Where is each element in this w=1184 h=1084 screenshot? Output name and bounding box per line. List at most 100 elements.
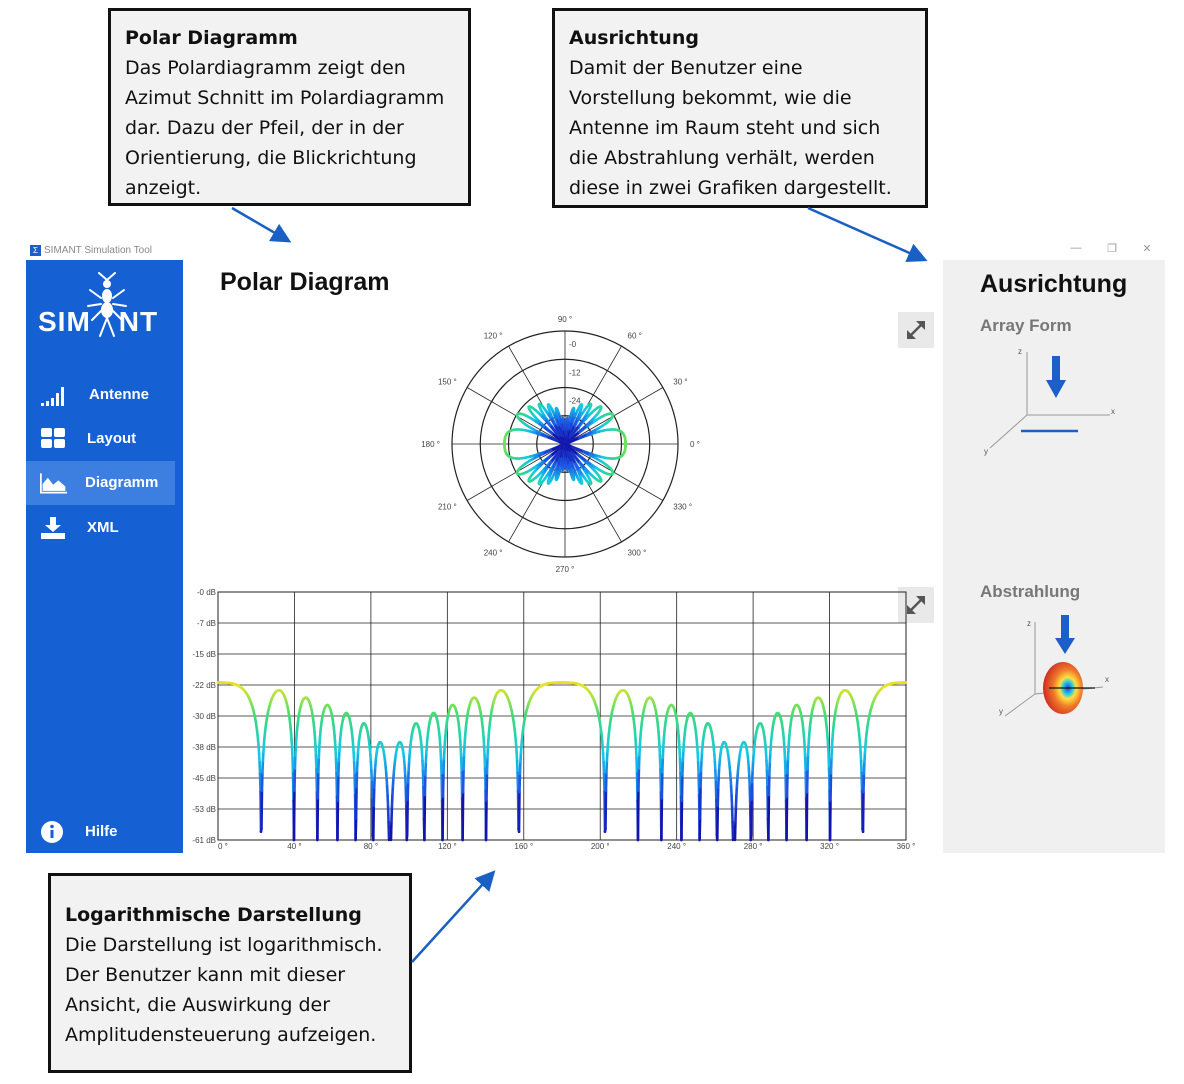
- polar-pattern-segment: [542, 425, 554, 435]
- polar-angle-label: 30 °: [673, 378, 687, 387]
- y-tick-label: -30 dB: [192, 712, 216, 721]
- page-title: Polar Diagram: [220, 268, 390, 296]
- ausrichtung-callout: Ausrichtung Damit der Benutzer eine Vors…: [552, 8, 928, 208]
- y-tick-label: -45 dB: [192, 774, 216, 783]
- polar-angle-label: 90 °: [558, 315, 572, 324]
- y-tick-label: -0 dB: [197, 588, 216, 597]
- polar-pattern-segment: [570, 445, 585, 453]
- area-chart-icon: [40, 473, 68, 494]
- expand-log-button[interactable]: [898, 587, 934, 623]
- log-callout-body: Die Darstellung ist logarithmisch. Der B…: [65, 934, 383, 1046]
- polar-pattern-segment: [577, 418, 585, 428]
- polar-pattern-segment: [567, 449, 577, 465]
- polar-angle-label: 60 °: [628, 332, 642, 341]
- x-tick-label: 200 °: [591, 842, 610, 851]
- minimize-button[interactable]: —: [1070, 242, 1082, 254]
- polar-pattern-segment: [545, 435, 560, 443]
- nav-label-xml: XML: [87, 519, 119, 536]
- polar-pattern-segment: [542, 454, 553, 464]
- polar-pattern-segment: [543, 418, 552, 427]
- nav-item-xml[interactable]: XML: [26, 506, 175, 550]
- maximize-button[interactable]: ❐: [1107, 243, 1117, 255]
- polar-angle-label: 300 °: [628, 548, 647, 557]
- polar-callout: Polar Diagramm Das Polardiagramm zeigt d…: [108, 8, 471, 206]
- polar-pattern-segment: [577, 424, 588, 434]
- polar-angle-label: 0 °: [690, 440, 700, 449]
- logo-right: NT: [118, 306, 159, 337]
- polar-angle-label: 210 °: [438, 503, 457, 512]
- array-form-label: Array Form: [980, 316, 1072, 335]
- polar-chart: 0 ° 30 ° 60 ° 90 ° 120 ° 150 ° 180 ° 210 ° 240 °…: [421, 315, 700, 574]
- polar-pattern-segment: [545, 460, 553, 470]
- x-tick-label: 240 °: [667, 842, 686, 851]
- polar-pattern-segment: [574, 462, 581, 472]
- y-tick-label: -53 dB: [192, 805, 216, 814]
- y-tick-label: -61 dB: [192, 836, 216, 845]
- polar-pattern-segment: [557, 457, 562, 468]
- grid-icon: [41, 428, 65, 448]
- y-tick-label: -22 dB: [192, 681, 216, 690]
- log-callout: Logarithmische Darstellung Die Darstellu…: [48, 873, 412, 1073]
- sidebar: SIM NT Antenne Layout Diagramm XML: [26, 260, 183, 853]
- x-tick-label: 360 °: [897, 842, 916, 851]
- polar-callout-body: Das Polardiagramm zeigt den Azimut Schni…: [125, 57, 445, 199]
- polar-pattern-segment: [549, 416, 556, 426]
- expand-polar-button[interactable]: [898, 312, 934, 348]
- polar-pattern-segment: [578, 461, 587, 470]
- nav-item-diagramm[interactable]: Diagramm: [26, 461, 175, 505]
- nav-label-hilfe: Hilfe: [85, 823, 118, 840]
- axis-z-label-2: z: [1027, 619, 1031, 628]
- polar-pattern-segment: [568, 424, 580, 439]
- polar-pattern-segment: [576, 453, 588, 463]
- orientation-title: Ausrichtung: [980, 270, 1128, 298]
- polar-pattern-segment: [553, 423, 563, 439]
- polar-pattern-segment: [541, 448, 553, 456]
- axis-x-label-2: x: [1105, 675, 1109, 684]
- x-tick-label: 120 °: [438, 842, 457, 851]
- polar-pattern-segment: [548, 424, 560, 438]
- polar-pattern-segment: [570, 450, 582, 464]
- info-icon: [41, 821, 63, 843]
- polar-angle-label: 330 °: [673, 503, 692, 512]
- polar-pattern-segment: [577, 432, 589, 440]
- close-button[interactable]: ✕: [1142, 243, 1152, 255]
- app-icon: Σ: [30, 245, 41, 256]
- ausrichtung-callout-title: Ausrichtung: [569, 27, 699, 49]
- x-tick-label: 320 °: [820, 842, 839, 851]
- axis-y-label: y: [984, 447, 988, 456]
- polar-radial-label: -0: [569, 340, 577, 349]
- axis-x-label: x: [1111, 407, 1115, 416]
- expand-icon: [907, 596, 925, 614]
- polar-callout-title: Polar Diagramm: [125, 27, 298, 49]
- polar-angle-label: 120 °: [484, 332, 503, 341]
- nav-item-antenne[interactable]: Antenne: [26, 373, 175, 417]
- polar-radial-label: -24: [569, 397, 581, 406]
- polar-pattern-segment: [550, 449, 562, 464]
- nav-item-layout[interactable]: Layout: [26, 417, 175, 461]
- log-arrow: [411, 870, 496, 963]
- polar-radial-label: -12: [569, 368, 581, 377]
- logo-left: SIM: [38, 306, 91, 337]
- x-tick-label: 160 °: [514, 842, 533, 851]
- orientation-panel: Ausrichtung Array Form z x y Abstrahlung…: [943, 260, 1165, 853]
- download-icon: [41, 517, 65, 539]
- polar-angle-label: 240 °: [484, 548, 503, 557]
- array-form-3d-view: z x y: [984, 347, 1115, 456]
- signal-icon: [41, 387, 64, 406]
- log-callout-title: Logarithmische Darstellung: [65, 904, 362, 926]
- window-titlebar: Σ SIMANT Simulation Tool — ❐ ✕: [26, 242, 1166, 260]
- window-title: SIMANT Simulation Tool: [44, 245, 153, 256]
- polar-angle-label: 180 °: [421, 440, 440, 449]
- polar-angle-label: 150 °: [438, 378, 457, 387]
- direction-arrow-icon-2: [1055, 615, 1075, 654]
- nav-label-layout: Layout: [87, 430, 137, 447]
- nav-item-hilfe[interactable]: Hilfe: [26, 810, 175, 854]
- nav-label-diagramm: Diagramm: [85, 474, 159, 491]
- x-tick-label: 40 °: [287, 842, 301, 851]
- x-tick-label: 0 °: [218, 842, 228, 851]
- x-tick-label: 280 °: [744, 842, 763, 851]
- ausrichtung-callout-body: Damit der Benutzer eine Vorstellung beko…: [569, 57, 892, 199]
- x-tick-label: 80 °: [364, 842, 378, 851]
- polar-angle-label: 270 °: [556, 565, 575, 574]
- y-tick-label: -7 dB: [197, 619, 216, 628]
